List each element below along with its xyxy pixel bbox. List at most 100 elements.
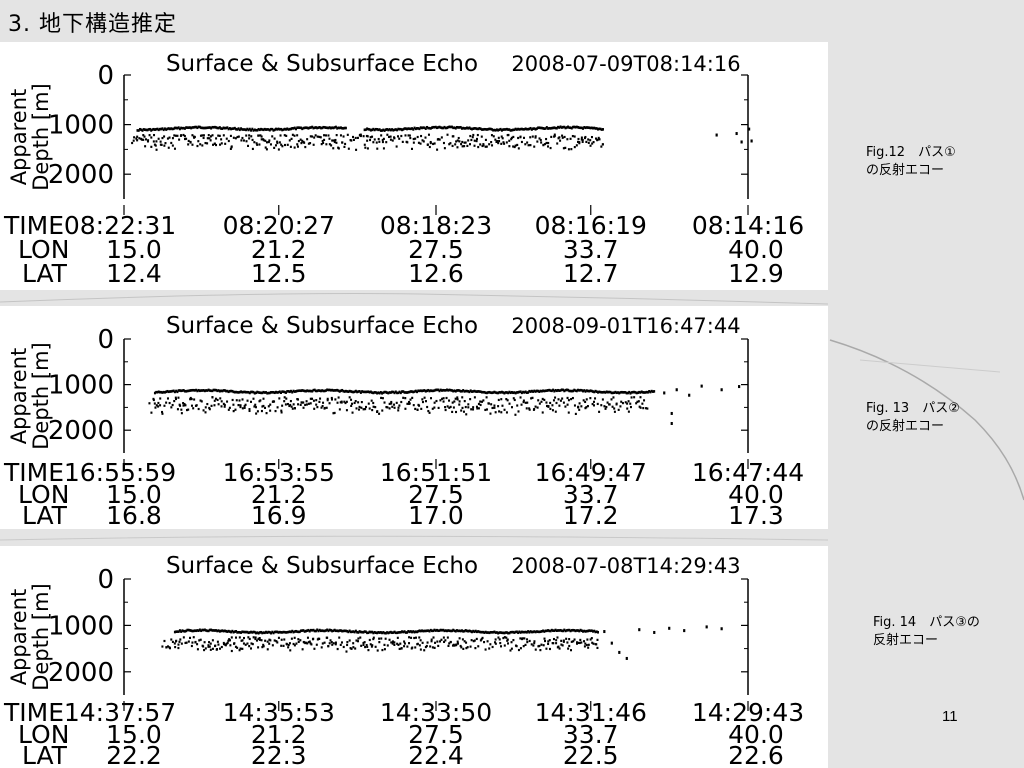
subsurface-echo-point <box>283 396 286 399</box>
surface-echo-point <box>307 628 310 632</box>
surface-echo-point <box>276 391 279 394</box>
subsurface-echo-point <box>554 410 557 413</box>
subsurface-echo-point <box>199 134 202 137</box>
subsurface-echo-point <box>167 645 170 648</box>
surface-echo-point <box>502 631 505 635</box>
surface-echo-point <box>463 629 466 633</box>
surface-echo-point <box>412 630 415 633</box>
surface-echo-point <box>426 125 429 129</box>
subsurface-echo-point <box>229 644 232 647</box>
subsurface-echo-point <box>463 640 466 643</box>
surface-echo-point <box>429 389 432 392</box>
surface-echo-point <box>211 389 214 393</box>
subsurface-echo-point <box>266 648 269 651</box>
row-lon-value: 33.7 <box>563 720 619 749</box>
surface-echo-point <box>554 388 557 392</box>
subsurface-echo-point <box>465 647 468 650</box>
surface-echo-point <box>563 628 566 632</box>
surface-echo-point <box>232 127 235 130</box>
surface-echo-point <box>201 628 204 632</box>
subsurface-echo-point <box>348 396 351 399</box>
surface-echo-point <box>509 129 512 132</box>
surface-echo-point <box>458 629 461 633</box>
surface-echo-point <box>534 630 537 634</box>
surface-echo-point <box>399 391 402 395</box>
surface-echo-point <box>201 389 204 392</box>
subsurface-echo-point <box>314 134 317 137</box>
surface-echo-point <box>417 389 420 393</box>
surface-echo-point <box>354 389 357 393</box>
surface-echo-point <box>509 391 512 395</box>
surface-echo-point <box>302 389 305 392</box>
surface-echo-point <box>196 126 199 130</box>
surface-echo-point <box>190 389 193 392</box>
surface-echo-point <box>433 389 436 392</box>
row-label-lon: LON <box>18 480 69 509</box>
surface-echo-point <box>311 125 314 129</box>
subsurface-echo-point <box>366 135 369 138</box>
subsurface-echo-point <box>140 138 143 141</box>
subsurface-echo-point <box>408 134 411 137</box>
subsurface-echo-point <box>246 642 249 645</box>
surface-echo-point <box>520 630 523 634</box>
subsurface-echo-point <box>490 134 493 137</box>
subsurface-echo-point <box>558 404 561 407</box>
subsurface-echo-point <box>519 647 522 650</box>
subsurface-echo-point <box>459 644 462 648</box>
surface-echo-point <box>188 126 191 129</box>
surface-echo-point <box>470 390 473 393</box>
surface-echo-point <box>317 629 320 633</box>
surface-echo-point <box>212 126 215 129</box>
surface-echo-point <box>220 629 223 633</box>
surface-echo-point <box>255 391 258 395</box>
surface-echo-point <box>596 391 599 394</box>
subsurface-echo-point <box>209 642 212 645</box>
subsurface-echo-point <box>410 147 413 150</box>
surface-echo-point <box>598 390 601 394</box>
subsurface-echo-point <box>203 641 206 644</box>
subsurface-echo-point <box>416 408 419 411</box>
surface-echo-point <box>308 629 311 633</box>
subsurface-echo-point <box>366 147 369 150</box>
subsurface-echo-point <box>222 134 225 137</box>
subsurface-echo-point <box>215 137 218 140</box>
caption-line: の反射エコー <box>866 163 945 178</box>
surface-echo-point <box>460 389 463 393</box>
surface-echo-point <box>265 391 268 394</box>
surface-echo-point <box>232 630 235 634</box>
surface-echo-point <box>252 390 255 394</box>
surface-echo-point <box>523 128 526 131</box>
subsurface-echo-point <box>319 397 322 400</box>
subsurface-echo-point <box>190 397 193 401</box>
surface-echo-point <box>267 391 270 395</box>
subsurface-echo-point <box>523 637 526 640</box>
subsurface-echo-point <box>305 400 308 403</box>
surface-echo-point <box>436 628 438 632</box>
subsurface-echo-point <box>520 403 523 406</box>
subsurface-echo-point <box>355 407 358 410</box>
subsurface-echo-point <box>260 409 263 413</box>
surface-echo-point <box>298 630 301 634</box>
surface-echo-point <box>449 388 452 392</box>
surface-echo-point <box>195 388 198 392</box>
surface-echo-point <box>543 630 546 633</box>
subsurface-echo-point <box>423 649 426 652</box>
surface-echo-point <box>492 630 495 634</box>
subsurface-echo-point <box>223 405 226 408</box>
row-lon-value: 21.2 <box>251 480 307 509</box>
y-axis-label-line2: Depth [m] <box>29 342 53 449</box>
surface-echo-point <box>437 629 440 633</box>
subsurface-echo-point <box>284 403 287 406</box>
subsurface-echo-point <box>514 144 517 147</box>
surface-echo-point <box>515 630 518 634</box>
surface-echo-point <box>470 127 473 131</box>
subsurface-echo-point <box>455 410 458 414</box>
surface-echo-point <box>503 631 506 635</box>
subsurface-echo-point <box>285 134 288 137</box>
surface-echo-point <box>643 391 646 394</box>
surface-echo-point <box>246 390 249 394</box>
subsurface-echo-point <box>283 400 286 403</box>
subsurface-echo-point <box>484 648 487 651</box>
surface-echo-point <box>432 389 435 393</box>
surface-echo-point <box>532 127 535 130</box>
